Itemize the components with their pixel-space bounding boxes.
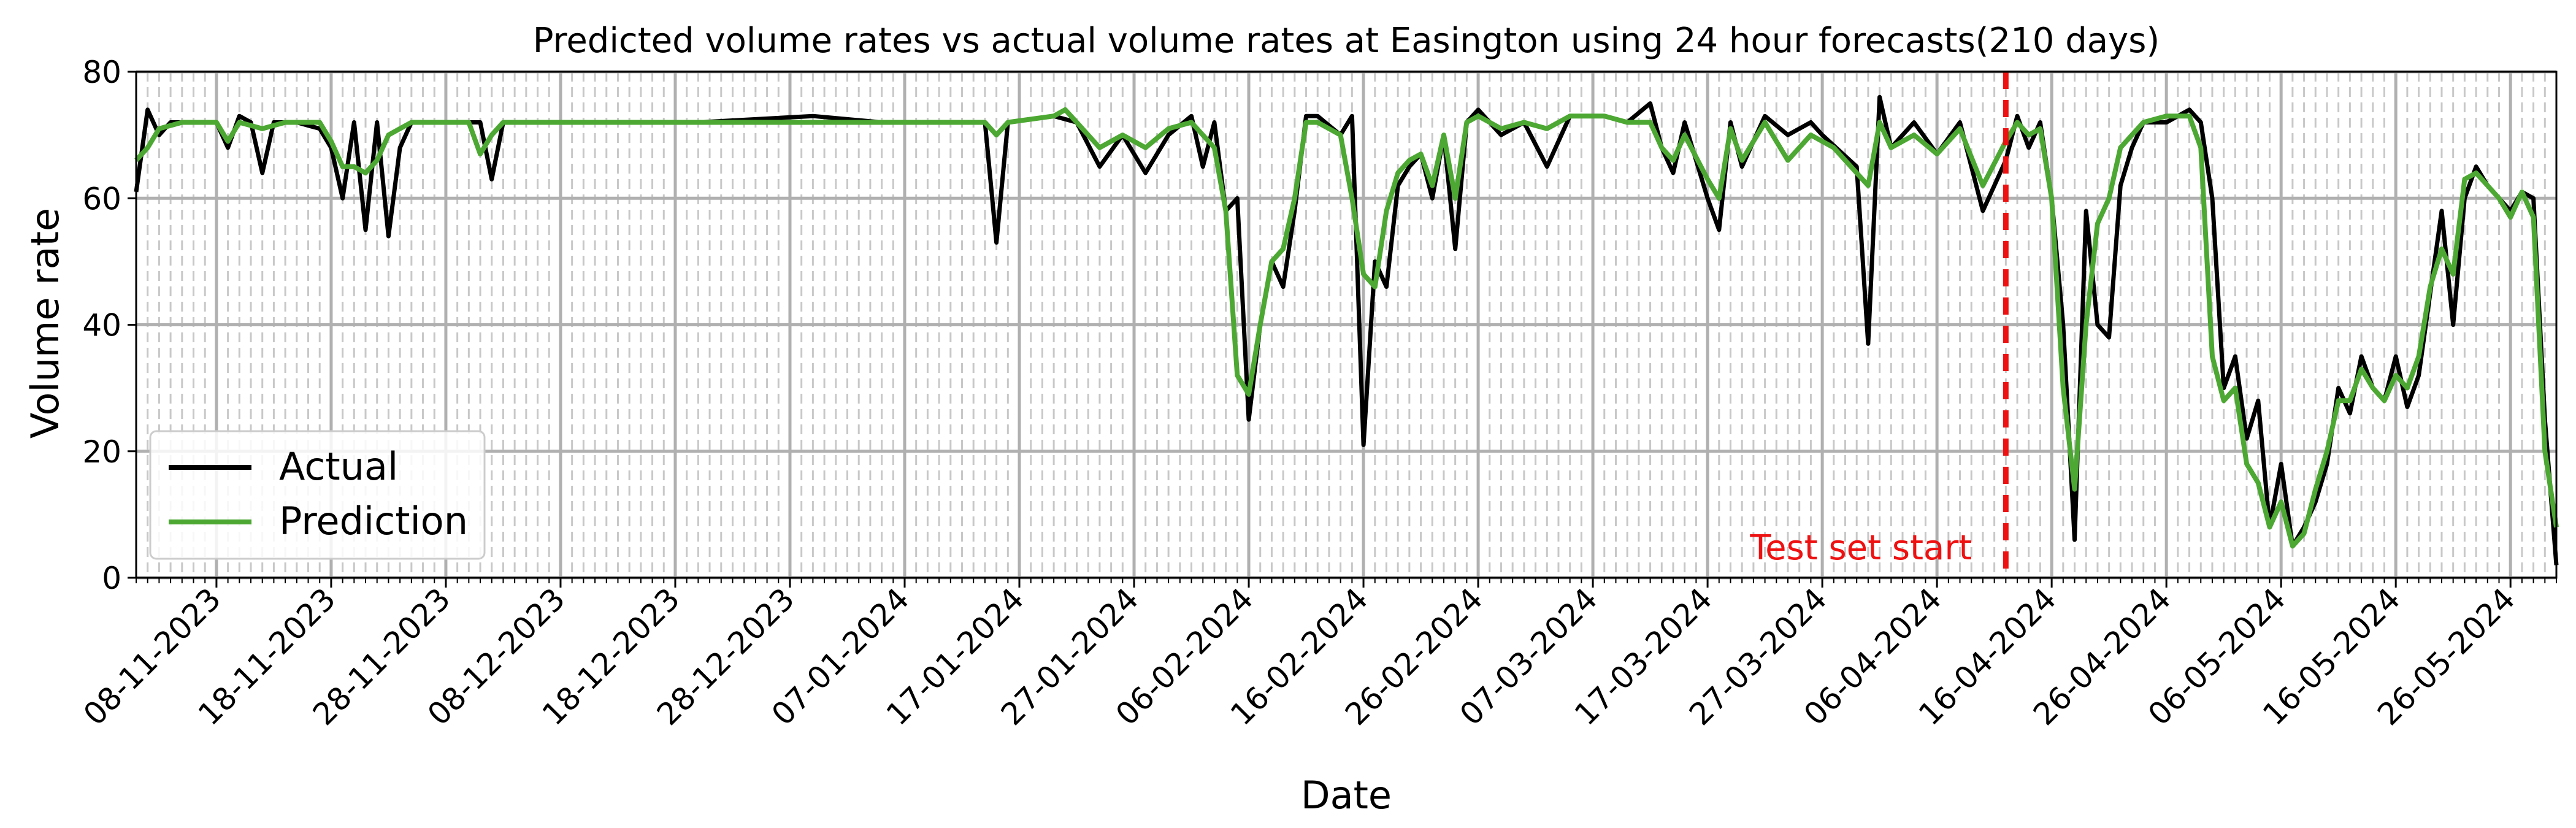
series-line-prediction bbox=[134, 107, 2559, 549]
y-tick-label: 60 bbox=[82, 181, 121, 217]
y-axis-label: Volume rate bbox=[23, 208, 67, 439]
x-axis-ticks: 08-11-202318-11-202328-11-202308-12-2023… bbox=[77, 578, 2557, 732]
x-axis-label: Date bbox=[1301, 773, 1392, 818]
legend-label-actual: Actual bbox=[279, 444, 398, 489]
test-set-start-label: Test set start bbox=[1749, 528, 1972, 568]
y-tick-label: 80 bbox=[82, 55, 121, 90]
legend: Actual Prediction bbox=[149, 430, 486, 560]
y-tick-label: 0 bbox=[102, 561, 121, 596]
y-axis-ticks: 0 20 40 60 80 bbox=[82, 55, 136, 596]
y-tick-label: 40 bbox=[82, 308, 121, 343]
legend-label-prediction: Prediction bbox=[279, 499, 468, 543]
legend-box bbox=[149, 430, 486, 560]
series-layer bbox=[134, 94, 2559, 565]
annotation-layer: Test set start bbox=[1749, 72, 2009, 578]
y-tick-label: 20 bbox=[82, 434, 121, 470]
chart-title: Predicted volume rates vs actual volume … bbox=[533, 21, 2160, 61]
